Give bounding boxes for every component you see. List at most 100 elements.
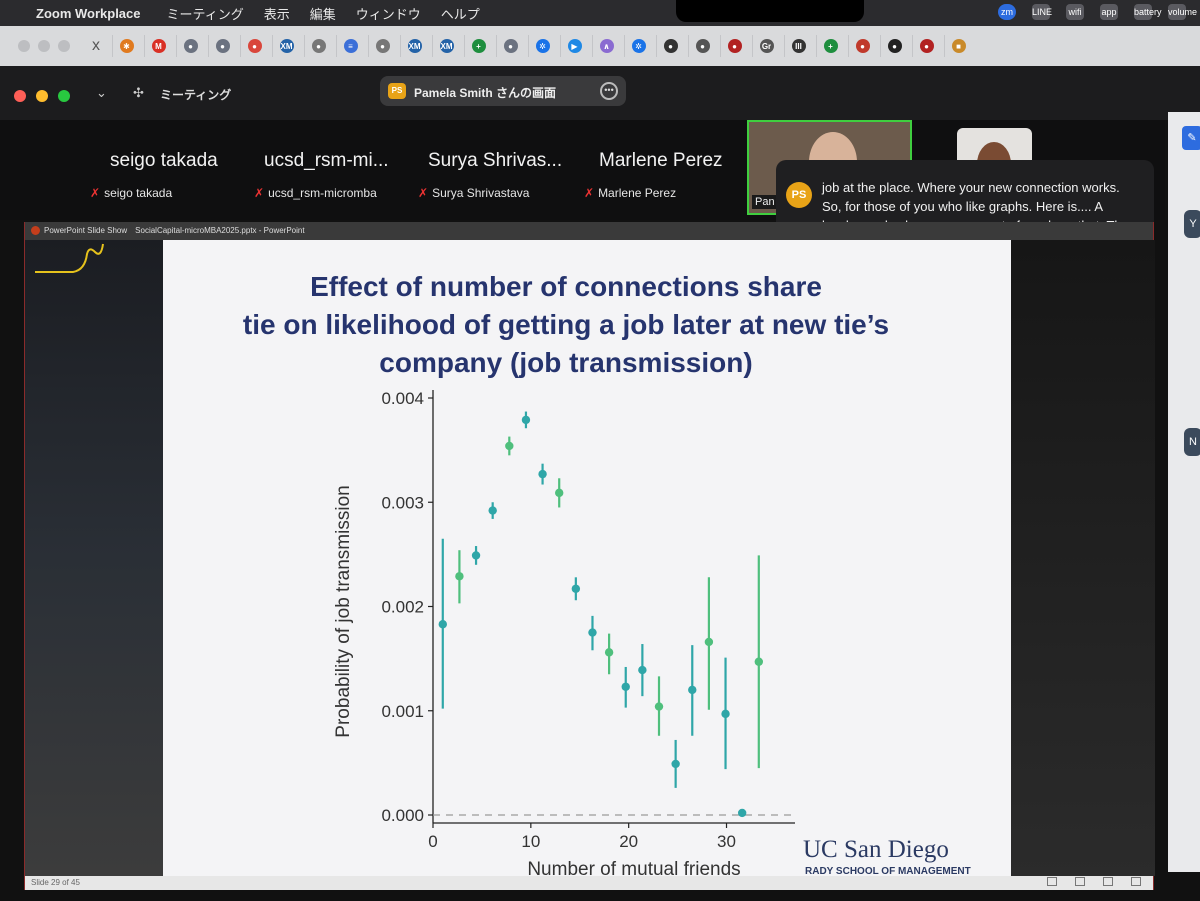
tab-favicon-icon: XM (407, 39, 422, 53)
caption-speaker-avatar: PS (786, 182, 812, 208)
participant-display-name: ucsd_rsm-mi... (264, 150, 389, 171)
tab-favicon-icon: ● (311, 39, 326, 53)
sorter-view-icon[interactable] (1075, 877, 1085, 886)
reading-view-icon[interactable] (1103, 877, 1113, 886)
browser-tab[interactable]: ∧ (592, 35, 620, 57)
scatter-chart: 0.000 0.001 0.002 0.003 0.004 0 10 20 30 Number o… (333, 389, 795, 876)
menubar-status-icons: zm LINE wifi app battery volume (998, 4, 1197, 20)
browser-tab[interactable]: ✱ (112, 35, 140, 57)
data-point (704, 637, 714, 647)
slide-title-line: Effect of number of connections share (310, 271, 822, 302)
tab-favicon-icon: ● (215, 39, 230, 53)
tab-favicon-icon: ✲ (631, 39, 646, 53)
zoom-titlebar: ⌄ ✣ ミーティング PS Pamela Smith さんの画面 ••• (0, 66, 1200, 120)
browser-tab[interactable]: ● (176, 35, 204, 57)
view-buttons (1047, 877, 1141, 886)
browser-tab[interactable]: M (144, 35, 172, 57)
participant-tile[interactable]: Surya Shrivas... ✗ Surya Shrivastava (418, 150, 588, 200)
slide-title: Effect of number of connections share ti… (163, 268, 969, 382)
browser-tab[interactable]: ● (848, 35, 876, 57)
browser-tab[interactable]: ▶ (560, 35, 588, 57)
browser-tab[interactable]: XM (400, 35, 428, 57)
y-tick-label: 0.001 (381, 702, 424, 721)
browser-tab[interactable]: Gr (752, 35, 780, 57)
y-tick-label: 0.002 (381, 598, 424, 617)
zoom-status-icon[interactable]: zm (998, 4, 1016, 20)
data-point (754, 657, 763, 666)
browser-tab[interactable]: ● (240, 35, 268, 57)
close-dot[interactable] (14, 90, 26, 102)
tab-favicon-icon: + (471, 39, 486, 53)
tab-favicon-icon: ■ (951, 39, 966, 53)
tab-close-icon[interactable]: x (92, 37, 100, 54)
fullscreen-dot[interactable] (58, 90, 70, 102)
participant-tile[interactable]: Marlene Perez ✗ Marlene Perez (584, 150, 759, 200)
window-zoom-dot[interactable] (58, 40, 70, 52)
participant-tile[interactable]: seigo takada ✗ seigo takada (90, 150, 270, 200)
browser-tab[interactable]: ● (720, 35, 748, 57)
window-close-dot[interactable] (18, 40, 30, 52)
screen-share-indicator[interactable]: PS Pamela Smith さんの画面 ••• (380, 76, 626, 106)
browser-tab[interactable]: ● (208, 35, 236, 57)
data-point (488, 506, 497, 515)
y-tick-label: 0.000 (381, 806, 424, 825)
browser-tab[interactable]: XM (272, 35, 300, 57)
slideshow-view-icon[interactable] (1131, 877, 1141, 886)
browser-tab[interactable]: ✲ (528, 35, 556, 57)
normal-view-icon[interactable] (1047, 877, 1057, 886)
menu-meeting[interactable]: ミーティング (166, 6, 244, 22)
menu-window[interactable]: ウィンドウ (355, 6, 421, 22)
browser-tab[interactable]: ● (912, 35, 940, 57)
chevron-down-icon[interactable]: ⌄ (96, 85, 107, 100)
menu-help[interactable]: ヘルプ (440, 6, 480, 22)
browser-tab[interactable]: ● (880, 35, 908, 57)
data-point (638, 665, 647, 675)
menu-app-name[interactable]: Zoom Workplace (36, 5, 141, 21)
mic-muted-icon: ✗ (584, 186, 595, 200)
camera-notch (676, 0, 864, 22)
data-point (737, 808, 747, 818)
menu-edit[interactable]: 編集 (309, 6, 336, 22)
tab-favicon-icon: ● (247, 39, 262, 53)
ucsd-logo: UC San Diego (803, 836, 949, 863)
browser-tab[interactable]: + (816, 35, 844, 57)
data-point (588, 628, 597, 637)
browser-tab[interactable]: XM (432, 35, 460, 57)
participant-tile[interactable]: ucsd_rsm-mi... ✗ ucsd_rsm-micromba (254, 150, 424, 200)
more-options-button[interactable]: ••• (600, 82, 618, 100)
app-status-icon[interactable]: app (1100, 4, 1118, 20)
powerpoint-window: PowerPoint Slide Show SocialCapital-micro… (24, 222, 1155, 890)
browser-tab[interactable]: + (464, 35, 492, 57)
battery-status-icon[interactable]: battery (1134, 4, 1162, 20)
browser-tab[interactable]: ● (368, 35, 396, 57)
side-avatar[interactable]: N (1184, 428, 1200, 456)
menu-view[interactable]: 表示 (263, 6, 290, 22)
browser-tab[interactable]: ≡ (336, 35, 364, 57)
ppt-file-title: SocialCapital-microMBA2025.pptx - PowerP… (135, 226, 305, 235)
window-minimize-dot[interactable] (38, 40, 50, 52)
data-point (721, 709, 730, 719)
ppt-statusbar: Slide 29 of 45 (25, 876, 1153, 890)
side-avatar[interactable]: Y (1184, 210, 1200, 238)
data-point (621, 682, 630, 691)
annotation-scribble (35, 243, 104, 273)
line-status-icon[interactable]: LINE (1032, 4, 1052, 20)
tab-favicon-icon: XM (279, 39, 294, 53)
wifi-status-icon[interactable]: wifi (1066, 4, 1084, 20)
browser-tab[interactable]: ✲ (624, 35, 652, 57)
browser-tab[interactable]: ■ (944, 35, 972, 57)
meeting-menu[interactable]: ミーティング (160, 88, 232, 102)
volume-status-icon[interactable]: volume (1168, 4, 1197, 20)
tab-favicon-icon: ● (919, 39, 934, 53)
participants-icon: ✣ (133, 85, 144, 100)
data-point (688, 685, 697, 695)
browser-tab[interactable]: ● (304, 35, 332, 57)
browser-tab[interactable]: ● (688, 35, 716, 57)
browser-tabs: x ✱ M ● ● ● XM ● ≡ ● XM XM + ● ✲ ▶ ∧ ✲ ● ● ● Gr III + ● ● ● ■ (78, 35, 974, 57)
browser-tab[interactable]: ● (496, 35, 524, 57)
browser-tab[interactable]: ● (656, 35, 684, 57)
edit-icon[interactable]: ✎ (1182, 126, 1200, 150)
minimize-dot[interactable] (36, 90, 48, 102)
tab-favicon-icon: ● (503, 39, 518, 53)
browser-tab[interactable]: III (784, 35, 812, 57)
